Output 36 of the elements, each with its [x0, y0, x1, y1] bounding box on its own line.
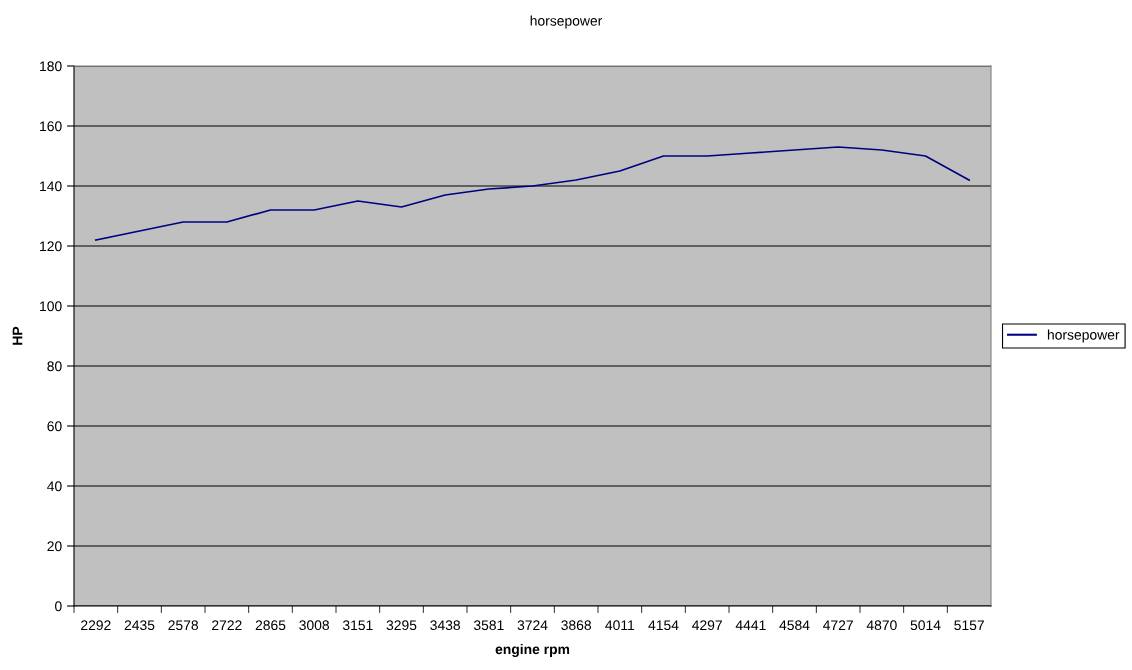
x-axis-title: engine rpm	[495, 643, 570, 657]
y-tick-label: 140	[40, 181, 62, 192]
x-tick-label: 4727	[823, 620, 853, 630]
x-tick-label: 4011	[605, 620, 635, 631]
x-tick-label: 5014	[910, 620, 941, 631]
x-tick-label: 3581	[473, 620, 504, 631]
legend-label: horsepower	[1047, 329, 1120, 343]
y-tick-label: 180	[40, 61, 62, 72]
x-tick-label: 4297	[692, 620, 722, 631]
y-tick-label: 80	[47, 361, 62, 372]
x-tick-label: 2578	[168, 620, 199, 631]
x-tick-label: 3868	[561, 620, 592, 631]
y-tick-label: 120	[40, 241, 62, 252]
y-tick-label: 40	[47, 481, 62, 492]
line-series	[94, 146, 971, 241]
x-tick-label: 4441	[735, 620, 766, 630]
x-tick-label: 3151	[342, 620, 373, 631]
x-tick-label: 4870	[866, 620, 897, 631]
x-tick-label: 3295	[386, 620, 417, 631]
x-tick-label: 4154	[648, 620, 679, 631]
x-tick-label: 4584	[779, 620, 810, 631]
x-tick-label: 3008	[299, 620, 330, 631]
x-tick-label: 2435	[124, 620, 155, 631]
x-tick-label: 2292	[81, 620, 111, 631]
y-tick-label: 100	[40, 301, 62, 312]
x-tick-label: 3724	[517, 620, 548, 631]
y-tick-label: 20	[47, 541, 62, 552]
x-tick-label: 2865	[255, 620, 286, 631]
y-axis-title: HP	[12, 326, 23, 345]
x-tick-label: 3438	[430, 620, 461, 631]
y-tick-label: 160	[40, 121, 62, 132]
x-tick-label: 5157	[954, 620, 984, 631]
chart-title: horsepower	[530, 15, 603, 29]
y-tick-label: 0	[55, 601, 62, 612]
x-tick-label: 2722	[212, 620, 242, 630]
y-tick-label: 60	[47, 421, 62, 432]
